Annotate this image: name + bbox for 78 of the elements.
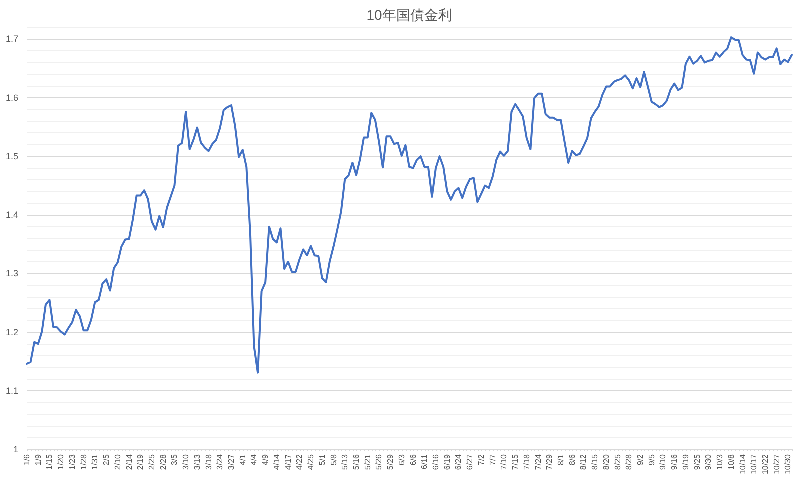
x-tick-label: 8/15: [590, 454, 600, 470]
x-tick-label: 10/22: [760, 454, 770, 475]
x-tick-label: 9/30: [704, 454, 714, 470]
x-tick-label: 7/24: [534, 454, 543, 470]
x-tick-label: 6/19: [442, 454, 452, 470]
x-tick-label: 2/5: [102, 454, 112, 466]
x-tick-label: 8/1: [556, 454, 566, 466]
x-tick-label: 8/25: [613, 454, 622, 470]
x-tick-label: 4/14: [272, 454, 282, 470]
x-tick-label: 7/2: [476, 454, 486, 466]
x-tick-label: 10/27: [772, 454, 782, 475]
x-tick-label: 2/28: [158, 454, 168, 470]
x-tick-label: 7/15: [511, 454, 520, 470]
y-tick-label: 1.6: [6, 92, 18, 103]
x-tick-label: 5/29: [386, 454, 396, 470]
x-tick-label: 5/1: [318, 454, 327, 466]
x-tick-label: 7/29: [545, 454, 554, 470]
y-tick-label: 1.5: [6, 151, 18, 162]
x-tick-label: 2/25: [147, 454, 156, 470]
x-tick-label: 4/4: [250, 454, 259, 466]
x-tick-label: 2/14: [124, 454, 134, 470]
x-tick-label: 1/6: [22, 454, 32, 466]
x-tick-label: 3/27: [227, 454, 236, 470]
x-tick-label: 7/7: [488, 454, 498, 466]
x-tick-label: 9/2: [636, 454, 646, 466]
x-tick-label: 6/6: [408, 454, 418, 466]
x-tick-label: 1/31: [90, 454, 100, 470]
x-tick-label: 5/8: [329, 454, 338, 466]
x-tick-label: 9/10: [658, 454, 668, 470]
x-tick-label: 7/10: [500, 454, 509, 470]
x-tick-label: 1/28: [79, 454, 88, 470]
y-tick-label: 1.1: [6, 386, 18, 396]
x-tick-label: 4/17: [284, 454, 293, 470]
y-tick-label: 1.7: [6, 34, 18, 44]
x-tick-label: 5/26: [374, 454, 384, 470]
x-tick-label: 1/20: [56, 454, 66, 470]
x-tick-label: 5/13: [340, 454, 350, 470]
y-tick-label: 1.4: [6, 210, 18, 220]
x-tick-label: 4/1: [238, 454, 248, 466]
x-tick-label: 10/8: [726, 454, 736, 470]
x-tick-label: 8/6: [568, 454, 577, 466]
x-tick-label: 6/27: [466, 454, 475, 470]
x-tick-label: 4/22: [295, 454, 304, 470]
x-tick-label: 9/16: [670, 454, 680, 470]
x-tick-label: 9/25: [692, 454, 702, 470]
x-tick-label: 5/21: [363, 454, 372, 470]
x-tick-label: 8/12: [579, 454, 588, 470]
y-tick-label: 1.3: [6, 268, 18, 279]
x-tick-label: 10/3: [716, 454, 725, 470]
x-tick-label: 6/24: [454, 454, 464, 470]
x-tick-label: 6/11: [420, 454, 430, 470]
x-tick-label: 8/20: [602, 454, 611, 470]
x-tick-label: 6/3: [397, 454, 406, 466]
x-tick-label: 9/5: [647, 454, 656, 466]
y-tick-label: 1: [13, 444, 18, 454]
x-tick-label: 10/30: [784, 454, 793, 475]
x-tick-label: 2/19: [136, 454, 146, 470]
x-tick-label: 3/18: [204, 454, 214, 470]
x-tick-label: 1/23: [68, 454, 77, 470]
x-tick-label: 3/10: [182, 454, 191, 470]
line-series: [26, 36, 793, 374]
x-tick-label: 5/16: [352, 454, 361, 470]
x-tick-label: 8/28: [624, 454, 634, 470]
x-tick-label: 1/9: [34, 454, 43, 466]
chart-title: 10年国債金利: [366, 7, 452, 23]
x-tick-label: 10/14: [738, 454, 748, 475]
x-tick-label: 2/10: [113, 454, 122, 470]
x-tick-label: 4/25: [306, 454, 316, 470]
y-tick-label: 1.2: [6, 327, 18, 338]
x-tick-label: 3/24: [216, 454, 225, 470]
x-tick-label: 3/5: [170, 454, 180, 466]
x-tick-label: 6/16: [432, 454, 441, 470]
x-tick-label: 9/19: [681, 454, 690, 470]
x-tick-label: 4/9: [261, 454, 270, 466]
x-tick-label: 3/13: [192, 454, 202, 470]
x-tick-label: 1/15: [45, 454, 54, 470]
x-tick-label: 7/18: [522, 454, 532, 470]
x-tick-label: 10/17: [750, 454, 759, 475]
